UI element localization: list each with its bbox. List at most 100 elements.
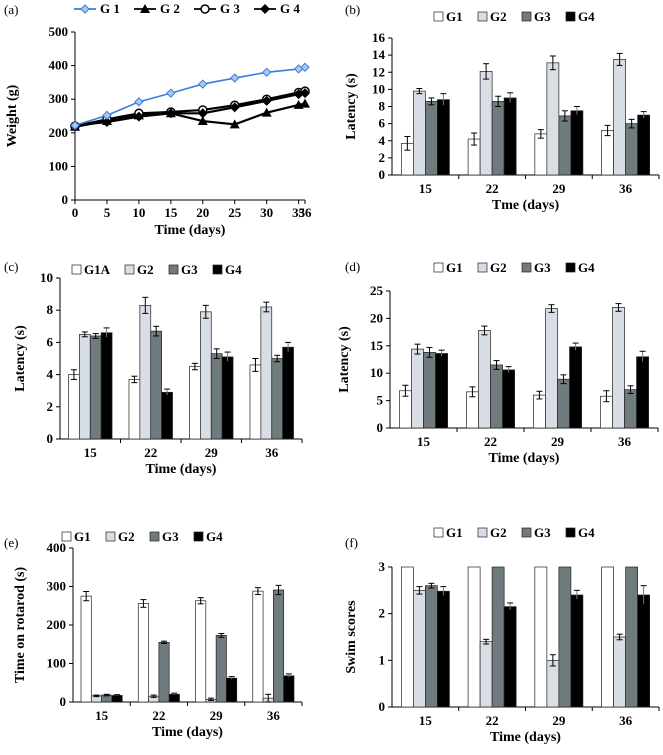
bar-G2-15: [413, 90, 426, 176]
bar-G2-22: [479, 71, 493, 176]
y-tick-label: 0: [379, 167, 386, 182]
point-G2: [300, 98, 310, 108]
y-tick-label: 6: [47, 334, 54, 349]
x-tick-label: 20: [196, 205, 209, 220]
y-tick-label: 100: [49, 158, 69, 173]
point-G4: [165, 108, 176, 119]
legend-swatch-G1A: [71, 264, 82, 275]
x-tick-label: 36: [618, 434, 632, 449]
y-axis-title: Latency (s): [344, 73, 359, 140]
y-tick-label: 15: [370, 338, 384, 353]
chart-d: 0 5 10 15 20 25 15 22 29 36 Time (days) Latency (s)…: [337, 260, 659, 466]
x-tick-label: 29: [551, 434, 565, 449]
y-tick-label: 300: [47, 579, 67, 594]
bar-G1-29: [534, 566, 548, 708]
bar-G3-15: [89, 335, 102, 440]
legend-label: G1: [446, 9, 463, 24]
y-tick-label: 500: [49, 24, 69, 39]
legend-marker: [80, 4, 90, 14]
bar-G3-22: [491, 101, 505, 176]
legend-label: G2: [118, 529, 135, 544]
point-G1: [261, 67, 272, 78]
y-axis-title: Latency (s): [337, 326, 352, 393]
x-tick-label: 22: [486, 181, 499, 196]
bar-G4-22: [502, 369, 515, 429]
point-G4: [229, 102, 240, 113]
x-tick-label: 15: [419, 713, 433, 728]
point-G4: [133, 111, 144, 122]
legend-swatch-G1: [433, 11, 444, 22]
x-axis-title: Time (days): [146, 462, 217, 477]
y-tick-label: 8: [379, 99, 386, 114]
point-G1: [300, 62, 310, 72]
bar-G4-36: [282, 346, 294, 440]
bar-G4-15: [437, 99, 450, 176]
chart-b: 0 2 4 6 8 10 12 14 16 15 22 29 36 Tme (days) Latency (…: [344, 9, 660, 213]
y-tick-label: 1: [379, 652, 386, 667]
legend-swatch-G1: [61, 531, 72, 542]
legend-label: G2: [490, 9, 507, 24]
legend-label: G4: [206, 529, 223, 544]
bar-G1-29: [533, 394, 546, 429]
x-tick-label: 0: [72, 205, 79, 220]
bar-G4-36: [637, 114, 651, 176]
bar-G3-15: [423, 352, 436, 429]
legend-label: G 2: [160, 1, 180, 16]
bar-G1-15: [80, 595, 92, 703]
y-tick-label: 0: [47, 431, 54, 446]
y-tick-label: 2: [379, 606, 386, 621]
chart-e: 0 100 200 300 400 15 22 29 36 Time (days) Time on …: [13, 529, 303, 740]
x-tick-label: 22: [486, 713, 499, 728]
bar-G1A-15: [68, 374, 80, 440]
x-tick-label: 25: [228, 205, 242, 220]
x-tick-label: 15: [419, 181, 433, 196]
x-tick-label: 29: [205, 445, 219, 460]
y-tick-label: 2: [47, 399, 54, 414]
bar-G1A-36: [249, 364, 262, 440]
x-tick-label: 36: [299, 205, 313, 220]
y-tick-label: 4: [379, 133, 386, 148]
x-tick-label: 5: [104, 205, 111, 220]
legend-marker: [260, 4, 270, 14]
legend-label: G3: [181, 262, 198, 277]
bar-G4-15: [100, 332, 113, 440]
y-tick-label: 8: [47, 302, 54, 317]
y-tick-label: 3: [379, 559, 386, 574]
legend-swatch-G2: [477, 11, 488, 22]
x-tick-label: 15: [84, 445, 98, 460]
legend-label: G 1: [100, 1, 120, 16]
x-tick-label: 15: [164, 205, 178, 220]
bar-G4-36: [283, 675, 295, 703]
point-G4: [197, 108, 208, 119]
bar-G3-36: [625, 123, 638, 176]
bar-G3-29: [558, 115, 572, 176]
y-tick-label: 0: [379, 699, 386, 714]
bar-G1-29: [534, 133, 548, 176]
bar-G2-29: [545, 308, 558, 429]
y-tick-label: 2: [379, 150, 386, 165]
bar-G3-36: [625, 566, 638, 708]
bar-G2-29: [546, 659, 560, 708]
legend-label: G2: [490, 525, 507, 540]
chart-f: 0 1 2 3 15 22 29 36 Time (days) Swim scores G1 G2 G3…: [344, 525, 660, 745]
bar-G3-36: [271, 358, 283, 440]
legend-label: G3: [534, 525, 551, 540]
y-tick-label: 16: [372, 30, 386, 45]
y-tick-label: 0: [62, 192, 69, 207]
x-tick-label: 22: [484, 434, 497, 449]
y-tick-label: 10: [40, 270, 53, 285]
y-tick-label: 12: [372, 64, 385, 79]
bar-G2-29: [546, 62, 560, 176]
bar-G1A-29: [189, 366, 201, 440]
legend-label: G4: [578, 9, 595, 24]
x-tick-label: 36: [619, 181, 633, 196]
bar-G3-15: [425, 101, 438, 176]
legend-label: G 3: [220, 1, 240, 16]
legend-label: G1: [74, 529, 91, 544]
y-tick-label: 6: [379, 116, 386, 131]
bar-G2-36: [260, 306, 273, 440]
point-G4: [300, 88, 310, 99]
legend-swatch-G3: [168, 264, 179, 275]
